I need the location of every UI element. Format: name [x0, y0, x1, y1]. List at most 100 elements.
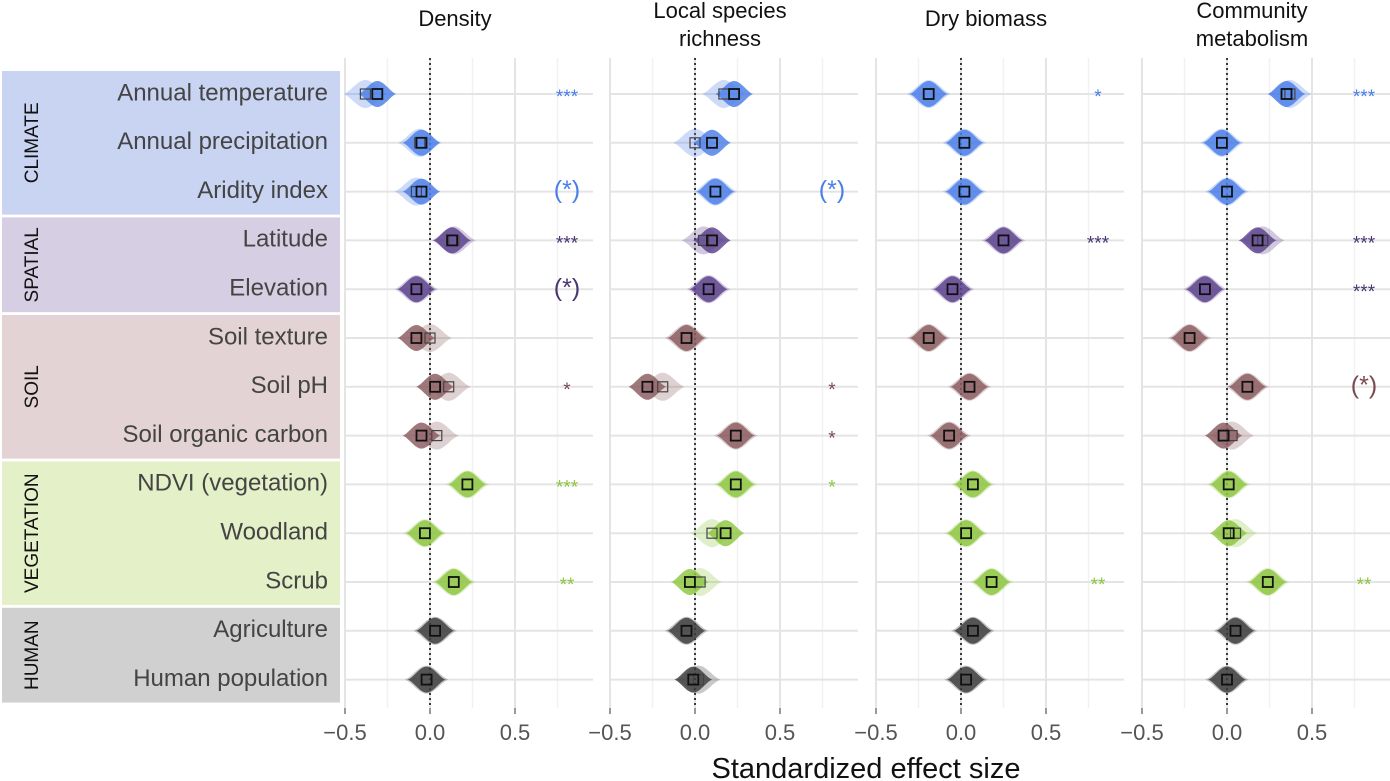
x-tick-label: −0.5 — [1120, 720, 1163, 745]
significance-label: ** — [560, 575, 575, 596]
mean-marker — [641, 380, 654, 393]
mean-marker — [922, 332, 935, 344]
significance-label: *** — [1087, 233, 1110, 254]
group-label-climate: CLIMATE — [22, 102, 43, 183]
violin-main — [358, 81, 397, 107]
group-band-vegetation — [2, 461, 340, 605]
violin-main — [706, 520, 745, 547]
violin-main — [947, 666, 986, 693]
significance-label: *** — [1353, 87, 1376, 108]
group-band-soil — [2, 315, 340, 459]
violin-main — [1208, 178, 1246, 205]
x-tick-label: −0.5 — [588, 720, 631, 745]
panel-density: Density−0.5 0.0 0.5***(*)***(*)****** — [323, 6, 593, 745]
violin-main — [909, 81, 948, 107]
mean-marker — [415, 136, 428, 149]
significance-label: *** — [556, 87, 579, 108]
mean-marker — [960, 673, 972, 686]
significance-label: (*) — [554, 176, 580, 204]
mean-marker — [946, 283, 959, 296]
significance-label: * — [828, 429, 836, 450]
mean-marker — [960, 527, 972, 540]
violin-main — [397, 325, 436, 351]
mean-marker — [1199, 283, 1211, 296]
panel-local-species-richness: Local species richness −0.5 0.0 0.5 (*) * * * — [588, 0, 858, 745]
mean-marker — [1183, 332, 1196, 344]
panel-background — [345, 58, 593, 708]
violin-main — [448, 471, 487, 498]
violin-main — [1204, 422, 1243, 449]
violin-main — [696, 178, 735, 205]
violin-main — [693, 227, 731, 254]
mean-marker-alt — [657, 381, 669, 393]
violin-main — [716, 422, 755, 449]
violin-main — [1209, 520, 1248, 547]
violin-main — [972, 569, 1011, 595]
violin-main — [434, 569, 473, 595]
mean-marker — [446, 234, 459, 247]
predictor-group-bands: CLIMATE SPATIAL SOIL VEGETATION HUMAN — [2, 71, 340, 703]
mean-marker — [1221, 673, 1233, 686]
violin-main — [628, 373, 667, 400]
group-label-soil: SOIL — [22, 365, 43, 408]
mean-marker — [729, 429, 742, 442]
mean-marker-alt — [431, 430, 443, 442]
mean-marker — [415, 185, 428, 198]
mean-marker — [922, 88, 935, 100]
mean-marker — [967, 624, 979, 637]
violin-main — [397, 276, 436, 303]
violin-main — [945, 178, 984, 205]
predictor-label-ndvi-vegetation: NDVI (vegetation) — [137, 470, 328, 497]
violin-main — [402, 422, 441, 449]
mean-marker — [958, 185, 971, 198]
violin-main — [1248, 569, 1287, 595]
group-label-human: HUMAN — [22, 620, 43, 690]
x-tick-label: 0.5 — [1031, 720, 1062, 745]
mean-marker — [1261, 576, 1274, 588]
mean-marker — [1216, 136, 1228, 149]
mean-marker — [963, 380, 976, 393]
violin-main — [667, 617, 706, 644]
significance-label: ** — [1091, 575, 1106, 596]
predictor-labels: Annual temperature Annual precipitation Ar… — [117, 79, 328, 692]
violin-main — [1170, 325, 1209, 351]
mean-marker — [709, 185, 722, 198]
significance-label: *** — [1353, 233, 1376, 254]
mean-marker-alt — [706, 527, 718, 539]
violin-main — [416, 617, 455, 644]
significance-label: *** — [556, 477, 579, 498]
significance-label: (*) — [554, 274, 580, 302]
panel-background — [1142, 58, 1390, 708]
mean-marker — [943, 429, 955, 442]
violin-main — [667, 325, 706, 351]
group-band-human — [2, 607, 340, 703]
mean-marker — [415, 429, 428, 442]
violin-main — [715, 81, 754, 107]
x-tick-label: −0.5 — [323, 720, 366, 745]
mean-marker-alt — [697, 234, 710, 246]
mean-marker — [429, 624, 442, 637]
violin-main — [1267, 81, 1306, 107]
violin-main — [693, 129, 731, 156]
violin-main — [953, 617, 992, 644]
significance-label: * — [828, 477, 836, 498]
violin-main — [416, 373, 455, 400]
panel-community-metabolism: Community metabolism −0.5 0.0 0.5 *** *** *** (*… — [1120, 0, 1390, 745]
mean-marker — [967, 478, 979, 491]
x-tick-label: 0.0 — [1212, 720, 1243, 745]
mean-marker-alt — [1229, 527, 1242, 539]
panel-dry-biomass: Dry biomass−0.5 0.0 0.5****** — [854, 6, 1124, 745]
mean-marker — [1229, 624, 1242, 637]
mean-marker — [429, 380, 442, 393]
violin-main — [947, 520, 986, 547]
predictor-label-soil-ph: Soil pH — [251, 372, 328, 399]
mean-marker — [1221, 185, 1233, 198]
mean-marker — [728, 88, 740, 100]
violin-main — [945, 129, 984, 156]
x-tick-label: 0.0 — [680, 720, 711, 745]
mean-marker — [687, 673, 700, 686]
violin-main — [953, 471, 992, 498]
significance-label: ** — [1357, 575, 1372, 596]
violin-main — [1185, 276, 1224, 303]
